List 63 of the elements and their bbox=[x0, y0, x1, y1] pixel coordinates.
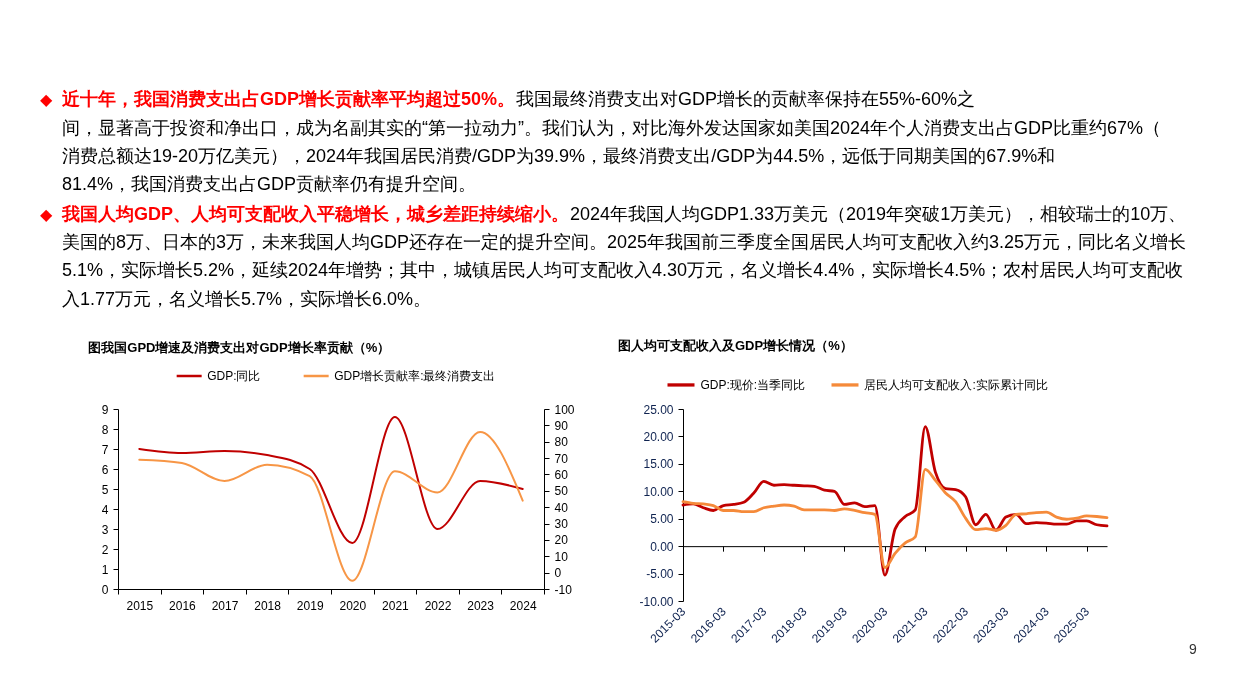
text: ◆ bbox=[40, 91, 53, 108]
text: 入1.77万元，名义增长5.7%，实际增长6.0%。 bbox=[62, 289, 432, 309]
y-tick-label: 1 bbox=[101, 562, 109, 577]
x-tick-label: 2023 bbox=[467, 598, 495, 613]
y2-tick-label: 60 bbox=[554, 467, 569, 482]
y-tick-label: 3 bbox=[101, 522, 109, 537]
line-series bbox=[681, 425, 1109, 577]
text: 间，显著高于投资和净出口，成为名副其实的“第一拉动力”。我们认为，对比海外发达国家如美国2024年个人消费支出占GDP比重约67%（ bbox=[62, 118, 1162, 138]
x-tick-label: 2021 bbox=[382, 598, 410, 613]
text: 2024年我国人均GDP1.33万美元（2019年突破1万美元），相较瑞士的10万、 bbox=[570, 204, 1187, 224]
line-series bbox=[138, 430, 524, 582]
y2-tick-label: 50 bbox=[554, 484, 569, 499]
x-tick-label: 2024 bbox=[509, 598, 537, 613]
y-tick-label: 20.00 bbox=[643, 429, 674, 444]
y2-tick-label: 80 bbox=[554, 435, 569, 450]
y-tick-label: 7 bbox=[101, 442, 109, 457]
y2-tick-label: 40 bbox=[554, 500, 569, 515]
y-tick-label: 4 bbox=[101, 502, 109, 517]
text: 81.4%，我国消费支出占GDP贡献率仍有提升空间。 bbox=[62, 174, 477, 194]
chart-title: 图人均可支配收入及GDP增长情况（%） bbox=[617, 338, 853, 353]
text: 美国的8万、日本的3万，未来我国人均GDP还存在一定的提升空间。2025年我国前三季度全国居民人均可支配收入约3.25万元，同比名义增长 bbox=[62, 232, 1187, 252]
y2-tick-label: 100 bbox=[554, 402, 575, 417]
y-tick-label: -5.00 bbox=[646, 567, 674, 582]
chart-title: 图我国GPD增速及消费支出对GDP增长率贡献（%） bbox=[88, 340, 391, 355]
x-tick-label: 2017 bbox=[211, 598, 239, 613]
y-tick-label: 0 bbox=[101, 582, 109, 597]
text: ◆ bbox=[40, 206, 53, 223]
text: 近十年，我国消费支出占GDP增长贡献率平均超过50%。 bbox=[61, 89, 516, 109]
y2-tick-label: 0 bbox=[554, 566, 562, 581]
text: 9 bbox=[1189, 641, 1198, 657]
y2-tick-label: 30 bbox=[554, 517, 569, 532]
y-tick-label: 5 bbox=[101, 482, 109, 497]
text: 我国人均GDP、人均可支配收入平稳增长，城乡差距持续缩小。 bbox=[61, 204, 570, 224]
y-tick-label: 25.00 bbox=[643, 402, 674, 417]
x-tick-label: 2020 bbox=[339, 598, 367, 613]
y-tick-label: -10.00 bbox=[639, 594, 674, 609]
y-tick-label: 6 bbox=[101, 462, 109, 477]
x-tick-label: 2015 bbox=[126, 598, 154, 613]
legend-label: GDP:现价:当季同比 bbox=[700, 377, 806, 392]
y-tick-label: 8 bbox=[101, 422, 109, 437]
y-tick-label: 5.00 bbox=[650, 512, 674, 527]
y2-tick-label: 10 bbox=[554, 549, 569, 564]
x-tick-label: 2016 bbox=[169, 598, 197, 613]
y-tick-label: 9 bbox=[101, 402, 109, 417]
line-series bbox=[681, 467, 1109, 569]
y2-tick-label: 20 bbox=[554, 533, 569, 548]
text: 我国最终消费支出对GDP增长的贡献率保持在55%-60%之 bbox=[516, 89, 976, 109]
text: 消费总额达19-20万亿美元），2024年我国居民消费/GDP为39.9%，最终消费支出/GDP为44.5%，远低于同期美国的67.9%和 bbox=[62, 146, 1056, 166]
legend-label: GDP:同比 bbox=[207, 369, 261, 383]
x-tick-label: 2022 bbox=[424, 598, 452, 613]
text: 5.1%，实际增长5.2%，延续2024年增势；其中，城镇居民人均可支配收入4.30万元，名义增长4.4%，实际增长4.5%；农村居民人均可支配收 bbox=[62, 260, 1184, 280]
y2-tick-label: 70 bbox=[554, 451, 569, 466]
legend-label: 居民人均可支配收入:实际累计同比 bbox=[864, 377, 1048, 392]
y-tick-label: 2 bbox=[101, 542, 109, 557]
y2-tick-label: 90 bbox=[554, 418, 569, 433]
x-tick-label: 2018 bbox=[254, 598, 282, 613]
line-series bbox=[138, 416, 524, 544]
y-tick-label: 15.00 bbox=[643, 457, 674, 472]
y2-tick-label: -10 bbox=[554, 582, 573, 597]
y-tick-label: 10.00 bbox=[643, 484, 674, 499]
x-tick-label: 2019 bbox=[296, 598, 324, 613]
legend-label: GDP增长贡献率:最终消费支出 bbox=[334, 369, 496, 383]
y-tick-label: 0.00 bbox=[650, 539, 674, 554]
